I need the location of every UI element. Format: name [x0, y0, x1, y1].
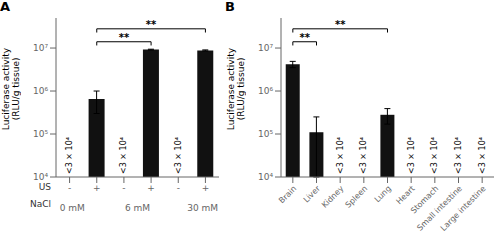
svg-text:Liver: Liver	[302, 184, 323, 205]
svg-text:<3 × 10⁴: <3 × 10⁴	[407, 137, 416, 174]
svg-text:+: +	[202, 183, 210, 193]
svg-text:Spleen: Spleen	[344, 184, 370, 210]
svg-text:Lung: Lung	[373, 184, 393, 204]
svg-text:6 mM: 6 mM	[125, 203, 150, 213]
svg-text:<3 × 10⁴: <3 × 10⁴	[174, 137, 183, 174]
svg-text:30 mM: 30 mM	[187, 203, 218, 213]
svg-text:-: -	[122, 183, 125, 193]
svg-text:+: +	[147, 183, 155, 193]
svg-text:-: -	[177, 183, 180, 193]
svg-text:10⁴: 10⁴	[258, 172, 273, 182]
svg-text:10⁵: 10⁵	[258, 129, 273, 139]
svg-text:-: -	[68, 183, 71, 193]
svg-text:**: **	[146, 19, 157, 30]
svg-text:+: +	[93, 183, 101, 193]
svg-text:**: **	[119, 32, 130, 43]
svg-text:<3 × 10⁴: <3 × 10⁴	[65, 137, 74, 174]
svg-text:**: **	[335, 19, 346, 30]
svg-text:NaCl: NaCl	[30, 199, 51, 209]
svg-text:<3 × 10⁴: <3 × 10⁴	[478, 137, 487, 174]
svg-text:US: US	[39, 182, 52, 192]
svg-text:10⁵: 10⁵	[33, 129, 48, 139]
html-text:B: B	[225, 0, 235, 14]
svg-text:<3 × 10⁴: <3 × 10⁴	[119, 137, 128, 174]
svg-text:<3 × 10⁴: <3 × 10⁴	[359, 137, 368, 174]
svg-text:10⁴: 10⁴	[33, 172, 48, 182]
svg-text:10⁶: 10⁶	[33, 86, 48, 96]
svg-text:0 mM: 0 mM	[60, 203, 85, 213]
html-text:Luciferase activity (RLU/g tis: Luciferase activity (RLU/g tissue)	[1, 48, 21, 131]
svg-text:Heart: Heart	[394, 184, 416, 206]
html-text:A: A	[0, 0, 11, 14]
svg-text:Brain: Brain	[277, 184, 298, 205]
svg-text:Stomach: Stomach	[409, 184, 441, 216]
svg-text:10⁶: 10⁶	[258, 86, 273, 96]
svg-text:**: **	[299, 32, 310, 43]
html-text:Luciferase activity (RLU/g tis: Luciferase activity (RLU/g tissue)	[226, 48, 246, 131]
svg-text:10⁷: 10⁷	[258, 43, 273, 53]
svg-text:10⁷: 10⁷	[33, 43, 48, 53]
svg-text:Large intestine: Large intestine	[439, 184, 488, 231]
svg-text:<3 × 10⁴: <3 × 10⁴	[336, 137, 345, 174]
svg-text:<3 × 10⁴: <3 × 10⁴	[430, 137, 439, 174]
svg-text:Kidney: Kidney	[320, 184, 346, 210]
svg-text:<3 × 10⁴: <3 × 10⁴	[454, 137, 463, 174]
